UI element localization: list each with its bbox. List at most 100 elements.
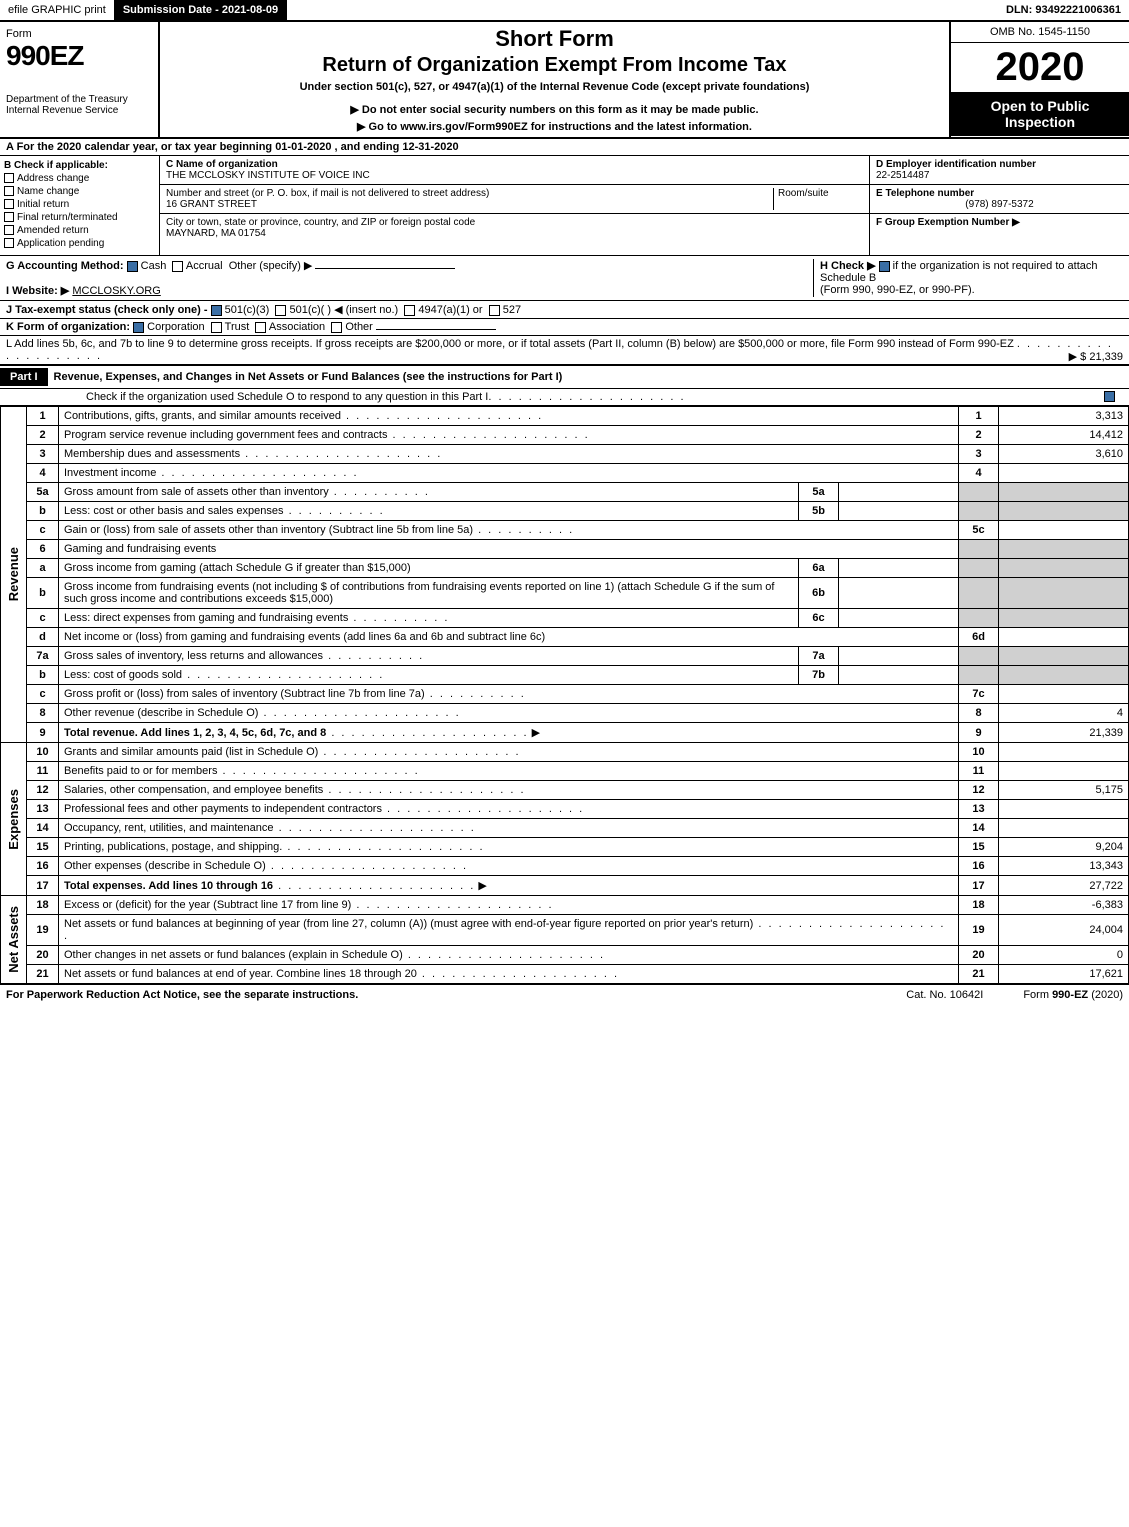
chk-initial-return[interactable]: Initial return [4,199,155,210]
sidelabel-revenue: Revenue [6,547,21,601]
submission-date-badge: Submission Date - 2021-08-09 [115,0,287,20]
footer-right: Form 990-EZ (2020) [1023,989,1123,1001]
chk-address-change[interactable]: Address change [4,173,155,184]
line-6d: dNet income or (loss) from gaming and fu… [1,628,1129,647]
org-name: THE MCCLOSKY INSTITUTE OF VOICE INC [166,170,370,181]
line-4: 4Investment income4 [1,464,1129,483]
line-16: 16Other expenses (describe in Schedule O… [1,857,1129,876]
line-6: 6Gaming and fundraising events [1,540,1129,559]
line-9: 9Total revenue. Add lines 1, 2, 3, 4, 5c… [1,723,1129,743]
label-other-org: Other [345,321,373,333]
label-association: Association [269,321,325,333]
box-i-label: I Website: ▶ [6,285,69,297]
line-5a: 5aGross amount from sale of assets other… [1,483,1129,502]
box-d-label: D Employer identification number [876,159,1036,170]
box-c-name-label: C Name of organization [166,159,278,170]
line-11: 11Benefits paid to or for members11 [1,762,1129,781]
short-form-title: Short Form [168,26,941,52]
box-f-label: F Group Exemption Number ▶ [876,217,1020,228]
chk-trust[interactable] [211,322,222,333]
chk-other-org[interactable] [331,322,342,333]
line-6a: aGross income from gaming (attach Schedu… [1,559,1129,578]
box-c-street-label: Number and street (or P. O. box, if mail… [166,188,489,199]
line-l-text: L Add lines 5b, 6c, and 7b to line 9 to … [6,338,1014,350]
chk-527[interactable] [489,305,500,316]
line-l: L Add lines 5b, 6c, and 7b to line 9 to … [0,336,1129,365]
line-a-period: A For the 2020 calendar year, or tax yea… [0,139,1129,156]
room-label: Room/suite [778,188,829,199]
box-b-label: B Check if applicable: [4,160,155,171]
chk-501c[interactable] [275,305,286,316]
form-word: Form [6,28,152,40]
ein: 22-2514487 [876,170,929,181]
label-other: Other (specify) ▶ [229,260,313,272]
label-501c: 501(c)( ) ◀ (insert no.) [289,304,398,316]
line-7b: bLess: cost of goods sold7b [1,666,1129,685]
form-header: Form 990EZ Department of the Treasury In… [0,22,1129,139]
return-title: Return of Organization Exempt From Incom… [168,54,941,77]
line-6c: cLess: direct expenses from gaming and f… [1,609,1129,628]
label-cash: Cash [141,260,167,272]
line-12: 12Salaries, other compensation, and empl… [1,781,1129,800]
box-b: B Check if applicable: Address change Na… [0,156,160,255]
line-7c: cGross profit or (loss) from sales of in… [1,685,1129,704]
dln-label: DLN: 93492221006361 [998,0,1129,20]
line-2: 2Program service revenue including gover… [1,426,1129,445]
info-grid: B Check if applicable: Address change Na… [0,156,1129,256]
subtitle: Under section 501(c), 527, or 4947(a)(1)… [168,81,941,93]
part-1-check-row: Check if the organization used Schedule … [0,389,1129,406]
chk-association[interactable] [255,322,266,333]
header-mid: Short Form Return of Organization Exempt… [160,22,949,137]
chk-name-change[interactable]: Name change [4,186,155,197]
city: MAYNARD, MA 01754 [166,228,266,239]
label-4947: 4947(a)(1) or [418,304,482,316]
form-code: 990EZ [6,40,152,72]
chk-accrual[interactable] [172,261,183,272]
part-1-table: Revenue 1 Contributions, gifts, grants, … [0,406,1129,984]
line-10: Expenses 10Grants and similar amounts pa… [1,743,1129,762]
box-g-label: G Accounting Method: [6,260,124,272]
chk-corporation[interactable] [133,322,144,333]
box-k-label: K Form of organization: [6,321,130,333]
chk-amended-return[interactable]: Amended return [4,225,155,236]
dept-label: Department of the Treasury [6,94,152,105]
chk-cash[interactable] [127,261,138,272]
chk-h[interactable] [879,261,890,272]
omb-label: OMB No. 1545-1150 [951,22,1129,43]
label-501c3: 501(c)(3) [225,304,270,316]
line-5c: cGain or (loss) from sale of assets othe… [1,521,1129,540]
box-c-city-label: City or town, state or province, country… [166,217,475,228]
header-left: Form 990EZ Department of the Treasury In… [0,22,160,137]
box-h-text1: H Check ▶ [820,260,876,272]
footer: For Paperwork Reduction Act Notice, see … [0,984,1129,1005]
box-def: D Employer identification number 22-2514… [869,156,1129,255]
box-h: H Check ▶ if the organization is not req… [813,259,1123,297]
footer-mid: Cat. No. 10642I [906,989,983,1001]
irs-label: Internal Revenue Service [6,105,152,116]
line-14: 14Occupancy, rent, utilities, and mainte… [1,819,1129,838]
box-j-label: J Tax-exempt status (check only one) - [6,304,208,316]
line-8: 8Other revenue (describe in Schedule O)8… [1,704,1129,723]
chk-application-pending[interactable]: Application pending [4,238,155,249]
sidelabel-netassets: Net Assets [6,906,21,973]
line-17: 17Total expenses. Add lines 10 through 1… [1,876,1129,896]
efile-label: efile GRAPHIC print [0,0,115,20]
sidelabel-expenses: Expenses [6,789,21,850]
box-c: C Name of organization THE MCCLOSKY INST… [160,156,869,255]
top-bar: efile GRAPHIC print Submission Date - 20… [0,0,1129,22]
chk-501c3[interactable] [211,305,222,316]
line-18: Net Assets 18Excess or (deficit) for the… [1,896,1129,915]
chk-final-return[interactable]: Final return/terminated [4,212,155,223]
warn2: ▶ Go to www.irs.gov/Form990EZ for instru… [168,120,941,133]
chk-4947[interactable] [404,305,415,316]
row-g-h: G Accounting Method: Cash Accrual Other … [0,256,1129,301]
part-1-label: Part I [0,368,48,386]
telephone: (978) 897-5372 [876,199,1123,210]
line-13: 13Professional fees and other payments t… [1,800,1129,819]
chk-schedule-o[interactable] [1104,391,1115,402]
part-1-header: Part I Revenue, Expenses, and Changes in… [0,365,1129,389]
label-corporation: Corporation [147,321,204,333]
warn1: ▶ Do not enter social security numbers o… [168,103,941,116]
label-527: 527 [503,304,521,316]
line-1: Revenue 1 Contributions, gifts, grants, … [1,407,1129,426]
